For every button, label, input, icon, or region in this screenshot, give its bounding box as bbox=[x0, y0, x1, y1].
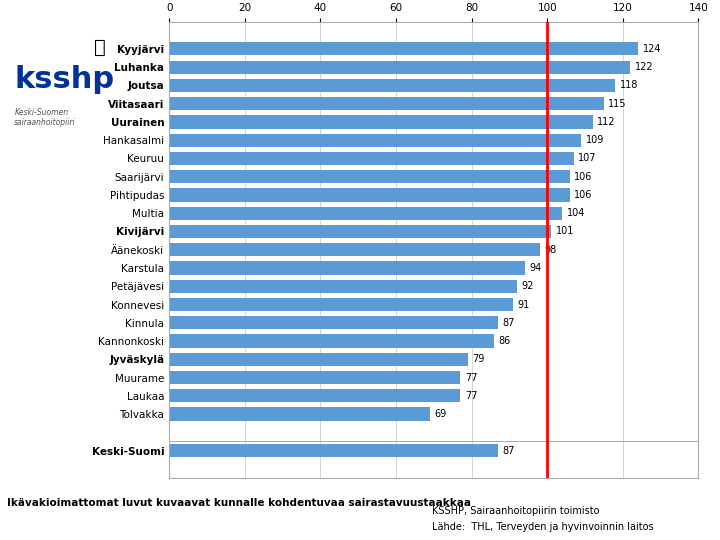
Text: Ikävakioimattomat luvut kuvaavat kunnalle kohdentuvaa sairastavuustaakkaa: Ikävakioimattomat luvut kuvaavat kunnall… bbox=[7, 497, 471, 508]
Text: 69: 69 bbox=[435, 409, 447, 419]
Bar bbox=[169, 298, 513, 311]
Text: 77: 77 bbox=[465, 373, 477, 382]
Text: 86: 86 bbox=[499, 336, 511, 346]
Bar bbox=[169, 207, 562, 220]
Text: 106: 106 bbox=[575, 172, 593, 182]
Bar bbox=[169, 353, 468, 366]
Text: 109: 109 bbox=[586, 135, 604, 145]
Bar bbox=[169, 170, 570, 183]
Bar bbox=[169, 444, 498, 457]
Bar bbox=[169, 60, 631, 74]
Text: 92: 92 bbox=[521, 281, 534, 291]
Text: 87: 87 bbox=[503, 318, 515, 328]
Text: KSSHP, Sairaanhoitopiirin toimisto: KSSHP, Sairaanhoitopiirin toimisto bbox=[432, 505, 600, 516]
Bar bbox=[169, 152, 574, 165]
Bar bbox=[169, 79, 615, 92]
Text: 115: 115 bbox=[608, 99, 627, 109]
Text: 101: 101 bbox=[556, 226, 574, 237]
Text: 91: 91 bbox=[518, 300, 530, 309]
Text: 79: 79 bbox=[472, 354, 485, 364]
Text: ksshp: ksshp bbox=[14, 65, 114, 94]
Text: 104: 104 bbox=[567, 208, 585, 218]
Text: 🦋: 🦋 bbox=[94, 38, 105, 57]
Text: 94: 94 bbox=[529, 263, 541, 273]
Text: 107: 107 bbox=[578, 153, 597, 164]
Bar bbox=[169, 188, 570, 201]
Bar bbox=[169, 243, 540, 256]
Bar bbox=[169, 334, 495, 348]
Text: 124: 124 bbox=[642, 44, 661, 54]
Text: Keski-Suomen
sairaanhoitopiiri: Keski-Suomen sairaanhoitopiiri bbox=[14, 108, 76, 127]
Bar bbox=[169, 133, 581, 147]
Bar bbox=[169, 261, 524, 274]
Text: Lähde:  THL, Terveyden ja hyvinvoinnin laitos: Lähde: THL, Terveyden ja hyvinvoinnin la… bbox=[432, 522, 654, 532]
Text: 87: 87 bbox=[503, 446, 515, 456]
Text: 98: 98 bbox=[544, 245, 557, 255]
Bar bbox=[169, 316, 498, 329]
Text: 77: 77 bbox=[465, 391, 477, 401]
Bar bbox=[169, 225, 551, 238]
Text: 112: 112 bbox=[597, 117, 616, 127]
Text: 118: 118 bbox=[620, 80, 638, 90]
Text: 106: 106 bbox=[575, 190, 593, 200]
Bar bbox=[169, 371, 460, 384]
Bar bbox=[169, 97, 604, 110]
Bar bbox=[169, 280, 517, 293]
Bar bbox=[169, 42, 638, 56]
Bar bbox=[169, 389, 460, 402]
Bar bbox=[169, 116, 593, 129]
Bar bbox=[169, 408, 430, 421]
Text: 122: 122 bbox=[635, 62, 654, 72]
